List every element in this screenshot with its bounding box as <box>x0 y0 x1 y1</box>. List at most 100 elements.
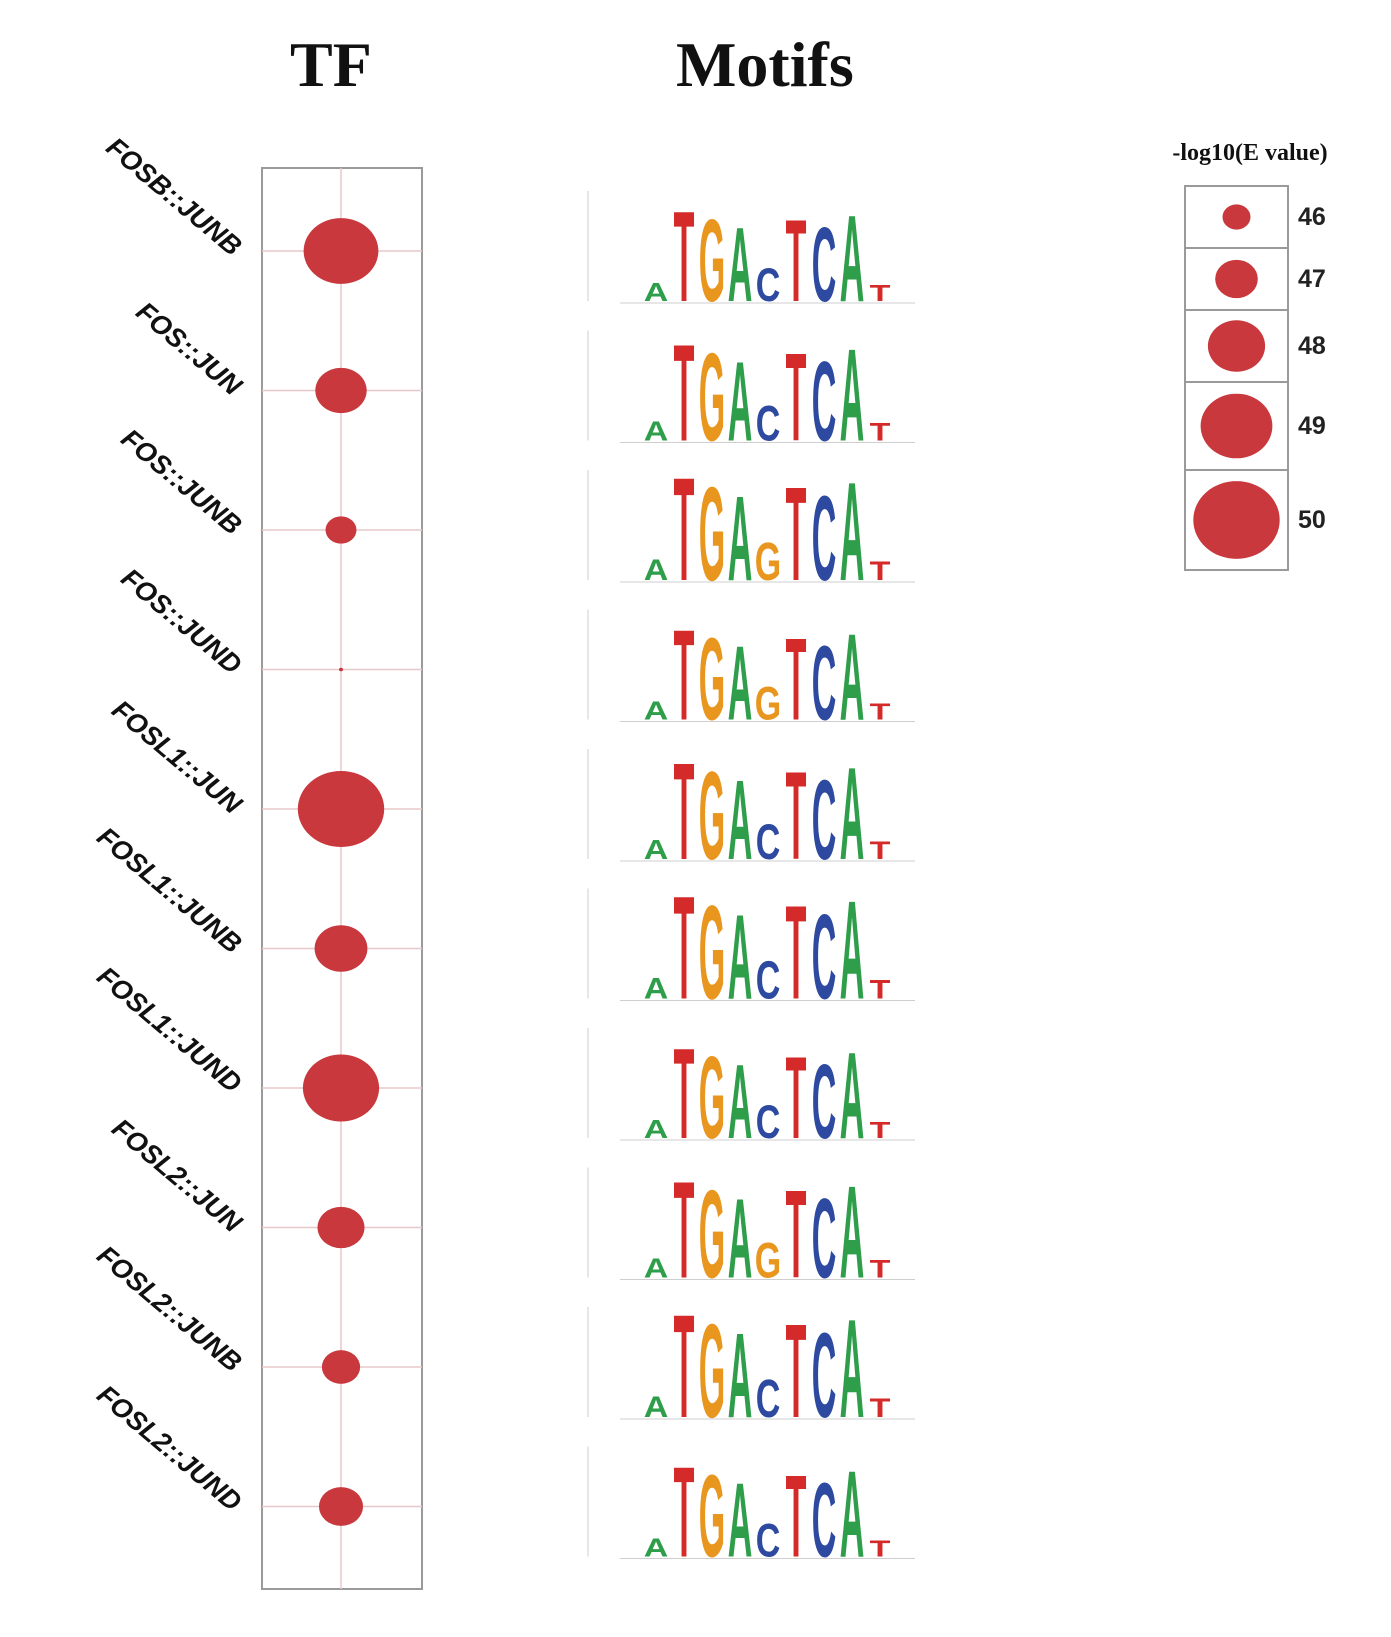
motif-letter-A: A <box>840 1289 865 1447</box>
motif-letter-G: G <box>699 459 725 608</box>
motif-letter-T: T <box>674 1440 695 1584</box>
motif-letter-T: T <box>786 1033 807 1163</box>
motif-letter-A: A <box>644 972 669 1005</box>
motifs-column-header: Motifs <box>676 29 854 100</box>
motif-letter-C: C <box>756 396 781 452</box>
motif-letter-A: A <box>840 1028 865 1166</box>
motif-letter-A: A <box>728 1175 753 1302</box>
motif-letter-G: G <box>699 878 725 1027</box>
motif-letter-C: C <box>812 1461 837 1579</box>
motif-letter-T: T <box>870 419 891 447</box>
motif-letter-A: A <box>644 553 669 586</box>
motif-letter-G: G <box>699 329 725 468</box>
legend-bubble-47 <box>1215 259 1258 299</box>
motif-letter-G: G <box>755 1233 781 1289</box>
motif-letter-A: A <box>644 1390 669 1423</box>
legend-value: 46 <box>1298 203 1326 231</box>
motif-letter-C: C <box>812 890 837 1025</box>
motif-letter-C: C <box>812 1175 837 1302</box>
legend-bubble-48 <box>1207 320 1266 372</box>
motif-letter-G: G <box>699 747 725 886</box>
motif-letter-C: C <box>812 205 837 323</box>
motif-letter-A: A <box>840 452 865 610</box>
motif-letter-G: G <box>755 677 781 730</box>
motif-letter-C: C <box>756 1514 781 1567</box>
motif-letter-G: G <box>699 1033 725 1163</box>
motif-letter-A: A <box>840 1446 865 1584</box>
motif-letter-C: C <box>812 471 837 606</box>
motif-letter-C: C <box>812 1308 837 1443</box>
motif-letter-T: T <box>786 1296 807 1445</box>
tf-label: FOSL2::JUNB <box>91 1240 247 1378</box>
bubble-fosl1-jund <box>302 1054 380 1122</box>
bubble-fos-junb <box>325 516 357 544</box>
motif-letter-A: A <box>728 1461 753 1579</box>
motif-letter-C: C <box>756 1096 781 1149</box>
legend-title: -log10(E value) <box>1172 140 1327 166</box>
motif-letter-T: T <box>786 615 807 745</box>
motif-letter-A: A <box>644 279 669 307</box>
tf-label: FOS::JUND <box>116 563 248 680</box>
motif-letter-A: A <box>644 1253 669 1284</box>
motif-letter-G: G <box>699 1296 725 1445</box>
motif-letter-A: A <box>644 834 669 865</box>
motif-letter-T: T <box>674 735 695 889</box>
motif-letter-C: C <box>756 259 781 312</box>
motif-letter-G: G <box>699 1166 725 1305</box>
motif-letter-T: T <box>674 1154 695 1308</box>
bubble-fosl1-junb <box>314 925 368 972</box>
motif-letter-T: T <box>870 699 891 725</box>
motif-letter-A: A <box>728 1308 753 1443</box>
motif-letter-A: A <box>840 609 865 747</box>
motif-letter-T: T <box>674 446 695 611</box>
motif-letter-T: T <box>786 1452 807 1582</box>
legend-bubble-50 <box>1193 481 1280 559</box>
motif-letter-G: G <box>755 531 781 592</box>
legend-value: 47 <box>1298 265 1326 293</box>
motif-letter-T: T <box>674 185 695 329</box>
motif-letter-C: C <box>756 815 781 871</box>
motif-letter-T: T <box>786 196 807 326</box>
motif-letter-T: T <box>870 1256 891 1284</box>
motif-letter-G: G <box>699 615 725 745</box>
motif-letter-A: A <box>728 756 753 883</box>
motif-letter-T: T <box>786 459 807 608</box>
bubble-fosl2-jun <box>317 1206 365 1249</box>
motif-letter-T: T <box>870 1118 891 1144</box>
motif-letter-T: T <box>870 281 891 307</box>
motif-letter-A: A <box>644 697 669 725</box>
tf-label: FOSL2::JUND <box>91 1379 247 1517</box>
motif-letter-A: A <box>840 191 865 329</box>
tf-label: FOSL2::JUN <box>106 1113 247 1239</box>
motif-letter-G: G <box>699 1452 725 1582</box>
motif-letter-C: C <box>812 1042 837 1160</box>
motif-letter-A: A <box>728 890 753 1025</box>
motif-letter-T: T <box>674 1022 695 1166</box>
tf-label: FOSL1::JUND <box>91 961 247 1099</box>
motif-letter-A: A <box>644 1534 669 1562</box>
motif-letter-A: A <box>728 338 753 465</box>
motif-letter-A: A <box>840 741 865 888</box>
motif-letter-T: T <box>786 747 807 886</box>
motif-letter-A: A <box>840 1160 865 1307</box>
bubble-fos-jund <box>339 667 343 672</box>
motif-letter-G: G <box>699 196 725 326</box>
motif-letter-A: A <box>728 1042 753 1160</box>
motif-letter-C: C <box>812 756 837 883</box>
motif-letter-A: A <box>840 323 865 470</box>
tf-label: FOSB::JUNB <box>101 132 248 262</box>
bubble-fosl2-jund <box>318 1487 364 1526</box>
motif-letter-A: A <box>644 1116 669 1144</box>
legend-value: 48 <box>1298 332 1326 360</box>
motif-letter-C: C <box>812 338 837 465</box>
motif-letter-T: T <box>786 1166 807 1305</box>
